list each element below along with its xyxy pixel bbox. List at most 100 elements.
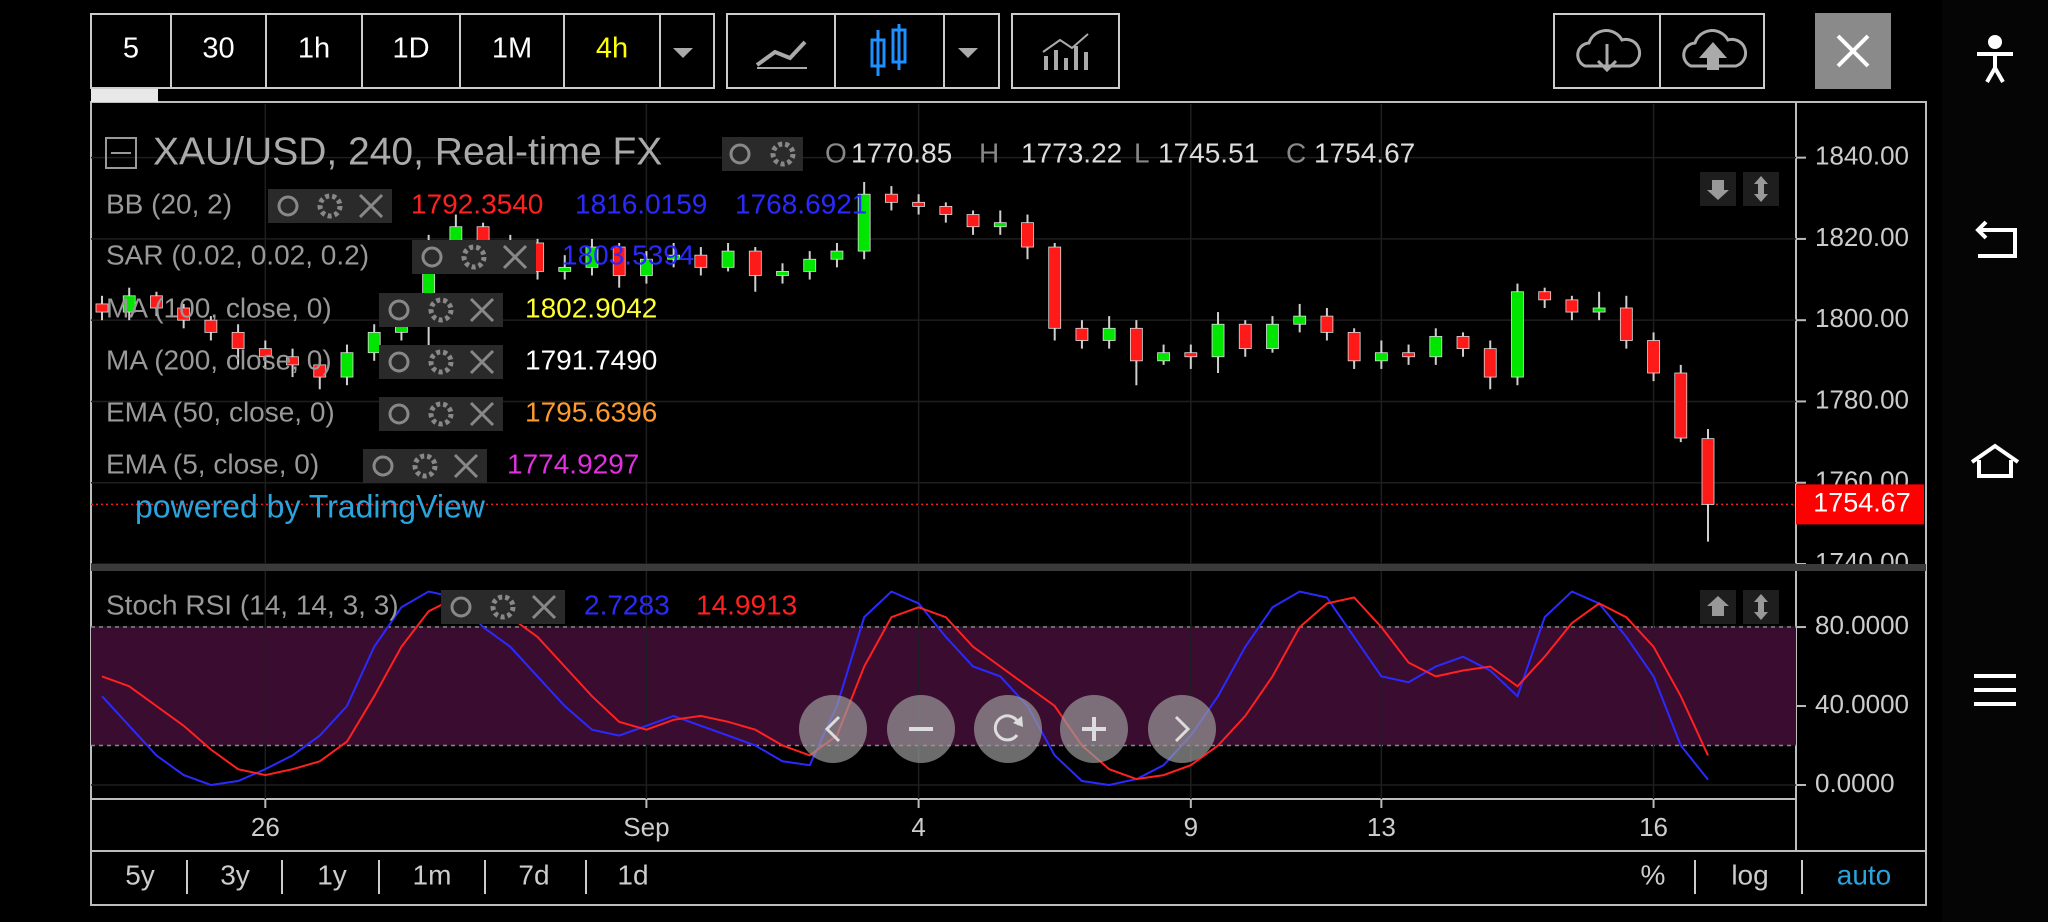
candle-body (1075, 327, 1089, 341)
candle-body (1048, 246, 1062, 329)
collapse-tab[interactable] (91, 89, 158, 102)
candle-body (1211, 323, 1225, 358)
scale-button[interactable]: % (1641, 859, 1666, 890)
settings-button[interactable] (317, 193, 343, 219)
candle-body (177, 307, 191, 321)
settings-button[interactable] (461, 244, 487, 270)
settings-button[interactable] (770, 141, 796, 167)
zoom-in-button[interactable] (1060, 695, 1128, 763)
back-button[interactable] (1975, 220, 2017, 258)
ohlc-key: H (979, 137, 999, 168)
remove-button[interactable] (469, 401, 495, 427)
remove-button[interactable] (531, 594, 557, 620)
interval-button[interactable]: 30 (202, 33, 234, 65)
scale-button[interactable]: auto (1837, 859, 1892, 890)
ohlc-key: O (825, 137, 847, 168)
indicator-value: 1792.3540 (411, 188, 543, 219)
chart-type-dropdown[interactable] (958, 48, 978, 58)
scale-button[interactable]: log (1731, 859, 1768, 890)
ohlc-value: 1754.67 (1314, 137, 1415, 168)
interval-button[interactable]: 1h (298, 33, 330, 65)
visibility-button[interactable] (450, 596, 472, 618)
watermark[interactable]: powered by TradingView (135, 488, 486, 524)
x-tick-label: 9 (1184, 812, 1198, 842)
candle-chart-button[interactable] (870, 24, 907, 76)
collapse-legend-button[interactable] (105, 137, 137, 169)
interval-button[interactable]: 1M (492, 33, 532, 65)
range-button[interactable]: 3y (220, 859, 250, 890)
candle-body (585, 246, 599, 268)
x-tick-label: Sep (623, 812, 669, 842)
ohlc-key: L (1134, 137, 1150, 168)
indicator-controls (268, 189, 392, 223)
pane-buttons (1700, 172, 1779, 624)
y-tick-label: 1780.00 (1815, 384, 1909, 414)
cloud-upload-button[interactable] (1682, 29, 1748, 70)
candle-body (721, 250, 735, 268)
interval-button[interactable]: 1D (392, 33, 429, 65)
visibility-button[interactable] (277, 195, 299, 217)
range-button[interactable]: 1y (317, 859, 347, 890)
candle-body (95, 303, 109, 313)
candle-body (748, 250, 762, 276)
indicator-value: 1774.9297 (507, 448, 639, 479)
toolbar-group (90, 13, 715, 89)
indicator-controls (441, 590, 565, 624)
candle-body (558, 266, 572, 272)
last-price-tag (1796, 484, 1924, 525)
candle-body (150, 295, 163, 309)
remove-button[interactable] (453, 453, 479, 479)
indicators-button[interactable] (1011, 13, 1120, 89)
settings-button[interactable] (490, 594, 516, 620)
remove-button[interactable] (469, 349, 495, 375)
interval-button[interactable]: 5 (123, 33, 139, 65)
range-button[interactable]: 5y (125, 859, 155, 890)
toolbar-group (726, 13, 1000, 89)
reset-button[interactable] (974, 695, 1042, 763)
home-button[interactable] (1970, 443, 2020, 478)
indicator-name: EMA (50, close, 0) (106, 396, 335, 427)
visibility-button[interactable] (421, 246, 443, 268)
cloud-download-button[interactable] (1576, 29, 1642, 73)
candle-body (1320, 315, 1334, 333)
zoom-out-button[interactable] (887, 695, 955, 763)
ohlc-value: 1770.85 (851, 137, 952, 168)
x-tick-label: 26 (251, 812, 280, 842)
visibility-button[interactable] (372, 455, 394, 477)
accessibility-button[interactable] (1977, 35, 2013, 83)
scroll-left-button[interactable] (799, 695, 867, 763)
remove-button[interactable] (502, 244, 528, 270)
interval-dropdown[interactable] (673, 48, 693, 58)
candle-body (1592, 307, 1606, 313)
range-button[interactable]: 1m (413, 859, 452, 890)
candle-body (1184, 352, 1198, 358)
remove-button[interactable] (469, 297, 495, 323)
settings-button[interactable] (428, 349, 454, 375)
interval-button[interactable]: 4h (596, 33, 628, 65)
visibility-button[interactable] (388, 299, 410, 321)
indicator-value: 2.7283 (584, 589, 670, 620)
scroll-right-button[interactable] (1148, 695, 1216, 763)
chart-style-group (726, 13, 1891, 89)
candle-body (993, 222, 1007, 228)
indicator-name: MA (100, close, 0) (106, 292, 332, 323)
settings-button[interactable] (428, 401, 454, 427)
settings-button[interactable] (428, 297, 454, 323)
y-tick-label: 1740.00 (1815, 547, 1909, 577)
menu-button[interactable] (1974, 674, 2016, 706)
visibility-button[interactable] (388, 403, 410, 425)
line-chart-button[interactable] (755, 40, 807, 69)
visibility-button[interactable] (388, 351, 410, 373)
range-button[interactable]: 1d (617, 859, 648, 890)
candle-body (1347, 331, 1361, 362)
visibility-button[interactable] (729, 143, 751, 165)
indicator-controls (379, 345, 503, 379)
settings-button[interactable] (412, 453, 438, 479)
indicator-controls (379, 397, 503, 431)
range-button[interactable]: 7d (518, 859, 549, 890)
remove-button[interactable] (358, 193, 384, 219)
indicator-controls (363, 449, 487, 483)
chart-frame (90, 101, 1927, 906)
